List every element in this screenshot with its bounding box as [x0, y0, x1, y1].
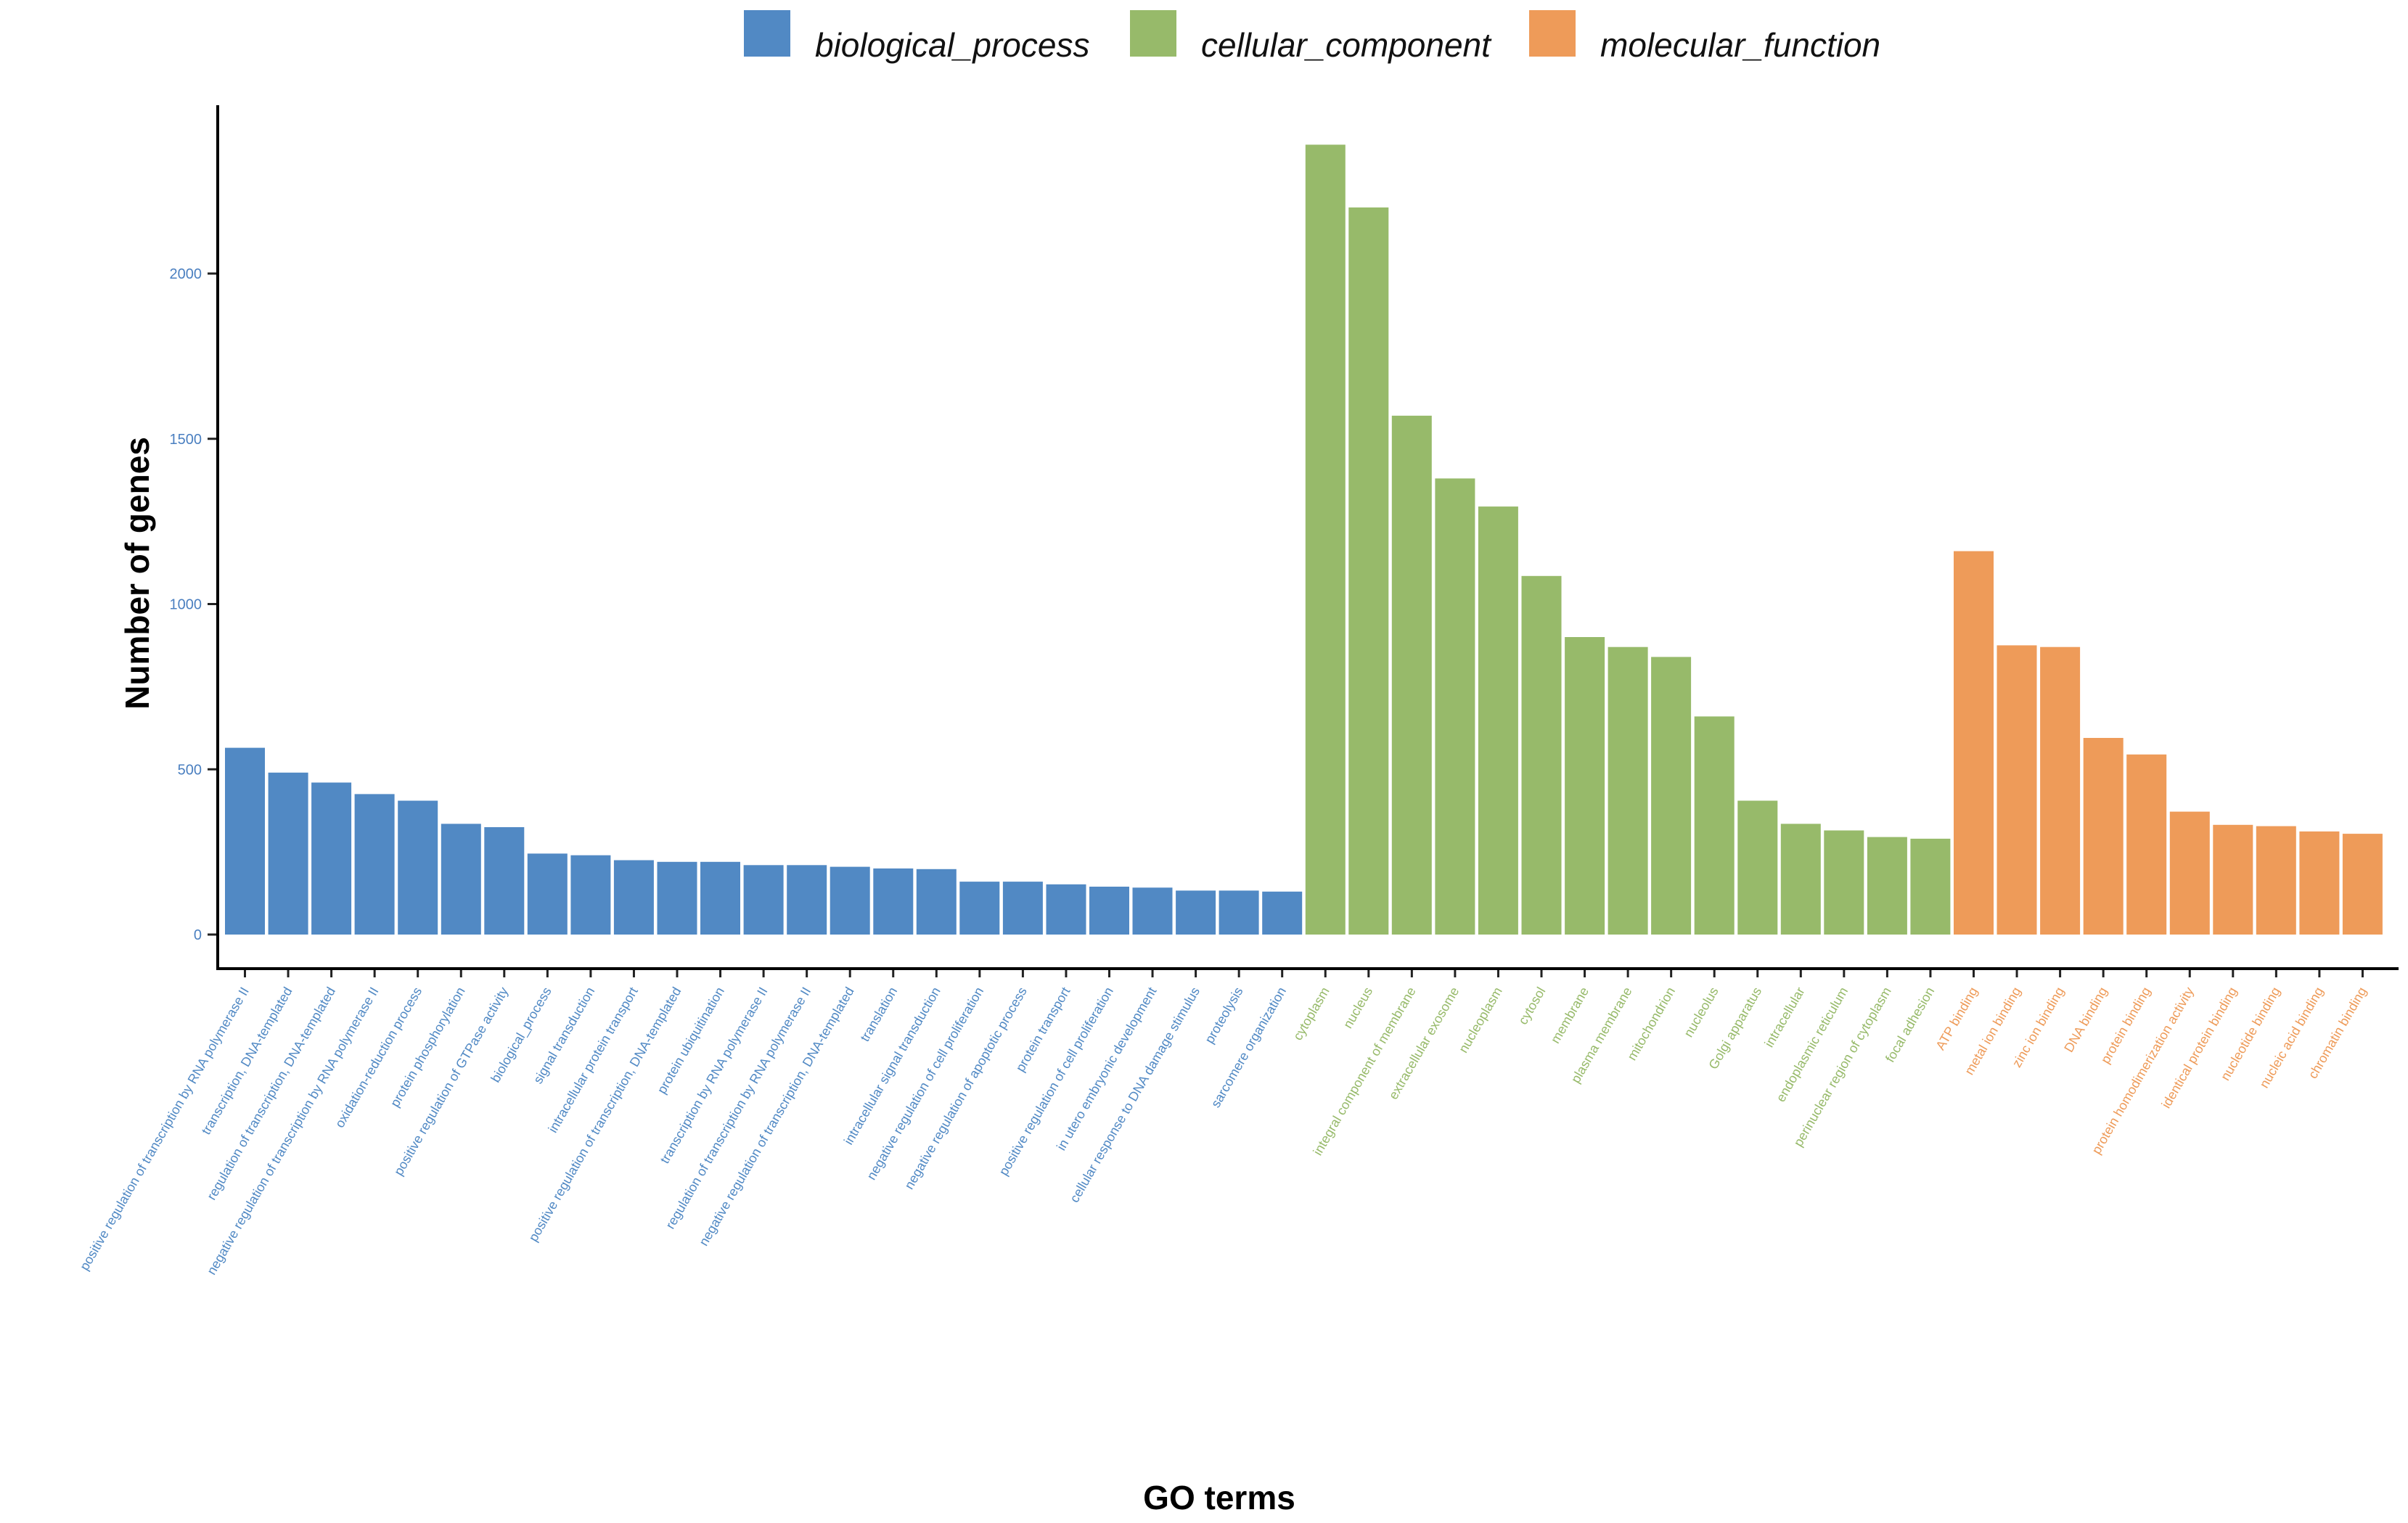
y-tick-label: 500 [178, 762, 202, 778]
bar-biological-process [527, 853, 568, 935]
legend-swatch-cellular-component [1130, 10, 1176, 57]
legend: biological_process cellular_component mole… [744, 10, 1880, 64]
bar-signal-transduction [570, 855, 611, 935]
bar-cellular-response-to-dna-damage-stimulus [1176, 890, 1216, 935]
bars [225, 144, 2383, 935]
bar-nucleolus [1694, 716, 1735, 935]
bar-golgi-apparatus [1737, 800, 1778, 935]
x-tick-label: proteolysis [1202, 985, 1245, 1046]
bar-positive-regulation-of-gtpase-activity [484, 827, 525, 935]
bar-protein-transport [1046, 884, 1086, 935]
bar-perinuclear-region-of-cytoplasm [1867, 837, 1907, 935]
bar-identical-protein-binding [2213, 824, 2253, 935]
legend-swatch-biological-process [744, 10, 790, 57]
bar-protein-ubiquitination [700, 861, 740, 935]
bar-nucleic-acid-binding [2299, 831, 2340, 935]
x-tick-label: DNA binding [2061, 985, 2110, 1055]
bar-endoplasmic-reticulum [1824, 830, 1864, 935]
x-tick-label: nucleus [1340, 985, 1375, 1031]
bar-in-utero-embryonic-development [1132, 887, 1173, 935]
bar-cytosol [1521, 575, 1562, 935]
bar-intracellular-signal-transduction [916, 869, 957, 935]
x-tick-label: positive regulation of transcription by … [77, 985, 252, 1273]
bar-positive-regulation-of-transcription-dna-templated [657, 861, 697, 935]
bar-translation [873, 868, 914, 935]
bar-proteolysis [1219, 890, 1259, 935]
bar-integral-component-of-membrane [1391, 415, 1432, 935]
bar-cytoplasm [1305, 144, 1346, 935]
y-axis: 0 500 1000 1500 2000 [170, 105, 219, 969]
bar-negative-regulation-of-cell-proliferation [959, 882, 1000, 935]
bar-chromatin-binding [2342, 834, 2383, 935]
legend-swatch-molecular-function [1529, 10, 1576, 57]
bar-intracellular-protein-transport [613, 860, 654, 935]
x-tick-label: mitochondrion [1624, 985, 1678, 1063]
bar-protein-homodimerization-activity [2169, 811, 2210, 935]
bar-intracellular [1780, 824, 1821, 935]
bar-negative-regulation-of-transcription-by-rna-polymerase-ii [354, 794, 395, 935]
bar-zinc-ion-binding [2040, 646, 2081, 935]
bar-extracellular-exosome [1435, 478, 1475, 935]
x-tick-label: cytoplasm [1290, 985, 1332, 1043]
bar-oxidation-reduction-process [398, 800, 438, 935]
x-tick-label: cytosol [1515, 985, 1548, 1027]
bar-transcription-by-rna-polymerase-ii [743, 865, 784, 935]
x-tick-label: intracellular protein transport [545, 985, 640, 1136]
x-tick-label: transcription, DNA-templated [199, 985, 295, 1137]
bar-transcription-dna-templated [268, 772, 308, 935]
x-tick-label: nucleoplasm [1456, 985, 1505, 1056]
bar-positive-regulation-of-transcription-by-rna-polymerase-ii [225, 747, 265, 935]
x-tick-label: identical protein binding [2158, 985, 2240, 1111]
bar-sarcomere-organization [1262, 891, 1303, 935]
legend-label-cellular-component: cellular_component [1201, 26, 1492, 64]
bar-negative-regulation-of-transcription-dna-templated [830, 866, 870, 935]
y-tick-label: 1500 [170, 432, 202, 448]
bar-protein-binding [2126, 754, 2167, 935]
bar-nucleotide-binding [2256, 826, 2296, 935]
x-axis: positive regulation of transcription by … [77, 967, 2399, 1277]
x-tick-label: membrane [1548, 985, 1592, 1046]
x-tick-label: oxidation-reduction process [332, 985, 425, 1130]
y-tick-label: 1000 [170, 597, 202, 613]
x-axis-title: GO terms [1143, 1479, 1295, 1516]
bar-negative-regulation-of-apoptotic-process [1002, 882, 1043, 935]
x-tick-label: protein phosphorylation [388, 985, 468, 1109]
bar-dna-binding [2083, 738, 2124, 935]
y-axis-title: Number of genes [118, 437, 156, 710]
x-tick-label: ATP binding [1933, 985, 1981, 1052]
legend-label-biological-process: biological_process [815, 26, 1089, 64]
bar-metal-ion-binding [1997, 645, 2037, 935]
y-tick-label: 0 [194, 927, 202, 943]
bar-protein-phosphorylation [441, 824, 481, 935]
bar-positive-regulation-of-cell-proliferation [1089, 887, 1129, 935]
bar-plasma-membrane [1608, 646, 1648, 935]
legend-label-molecular-function: molecular_function [1600, 26, 1880, 64]
bar-focal-adhesion [1910, 838, 1951, 935]
bar-nucleus [1348, 207, 1389, 935]
x-tick-label: nucleolus [1681, 985, 1721, 1040]
bar-nucleoplasm [1478, 506, 1518, 935]
x-tick-label: translation [857, 985, 900, 1044]
x-tick-label: intracellular [1761, 985, 1807, 1050]
x-tick-label: sarcomere organization [1208, 985, 1289, 1110]
bar-membrane [1565, 637, 1605, 935]
bar-regulation-of-transcription-by-rna-polymerase-ii [787, 865, 827, 935]
x-tick-label: negative regulation of transcription, DN… [696, 985, 856, 1249]
bar-mitochondrion [1651, 657, 1692, 935]
y-tick-label: 2000 [170, 266, 202, 282]
bar-regulation-of-transcription-dna-templated [311, 782, 352, 935]
bar-atp-binding [1954, 551, 1994, 935]
